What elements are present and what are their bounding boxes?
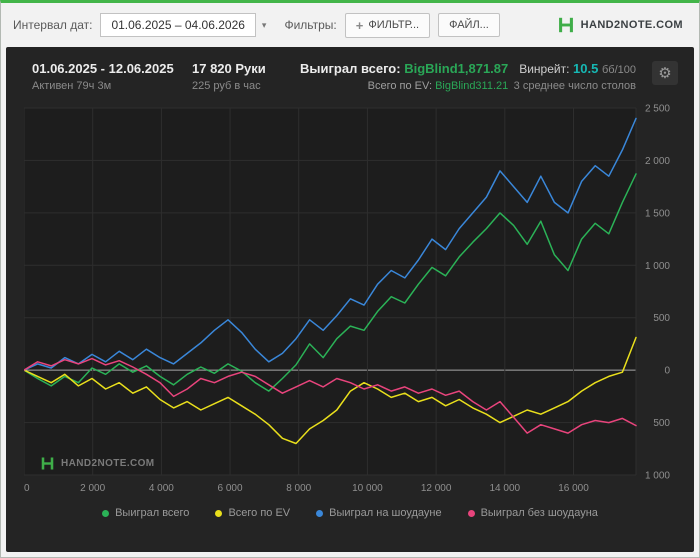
legend-item[interactable]: Выиграл без шоудауна: [467, 507, 598, 519]
hands-count: 17 820 Руки: [192, 61, 266, 76]
top-toolbar: Интервал дат: 01.06.2025 – 04.06.2026 ▾ …: [1, 3, 699, 47]
y-axis-tick-label: 1 000: [645, 471, 670, 482]
winrate-unit: бб/100: [601, 64, 636, 76]
won-total-value: BigBlind1,871.87: [404, 61, 509, 76]
plus-icon: +: [355, 17, 364, 33]
avg-tables: 3 среднее число столов: [513, 80, 636, 92]
legend-label: Всего по EV: [228, 507, 291, 519]
date-interval-label: Интервал дат:: [13, 18, 93, 32]
legend-label: Выиграл всего: [115, 507, 190, 519]
y-axis-tick-label: 2 000: [645, 156, 670, 167]
x-axis-tick-label: 4 000: [149, 483, 174, 494]
date-range-input[interactable]: 01.06.2025 – 04.06.2026: [100, 13, 256, 37]
period-value: 01.06.2025 - 12.06.2025: [32, 61, 174, 76]
y-axis-tick-label: 500: [653, 418, 670, 429]
chart-legend: Выиграл всего Всего по EV Выиграл на шоуда…: [6, 507, 694, 519]
legend-item[interactable]: Выиграл всего: [102, 507, 189, 519]
ev-total-value: BigBlind311.21: [435, 80, 509, 92]
hands-stat: 17 820 Руки 225 руб в час: [192, 61, 300, 92]
legend-item[interactable]: Всего по EV: [215, 507, 290, 519]
hand2note-logo-text: HAND2NOTE.COM: [580, 19, 683, 31]
legend-label: Выиграл без шоудауна: [480, 507, 598, 519]
winrate-value: 10.5: [573, 61, 599, 76]
winnings-graph[interactable]: 2 500 2 000 1 500 1 000 500 0 500 1 000 0 2 000 4 …: [24, 100, 684, 505]
legend-dot-icon: [316, 509, 324, 517]
winrate-label: Винрейт:: [519, 62, 570, 76]
file-button[interactable]: ФАЙЛ...: [438, 13, 500, 37]
winnings-stat: Выиграл всего: BigBlind1,871.87 Всего по…: [300, 61, 508, 92]
watermark-logo-icon: [41, 457, 54, 470]
winrate-stat: Винрейт: 10.5 бб/100 3 среднее число сто…: [514, 61, 636, 92]
report-panel: 01.06.2025 - 12.06.2025 Активен 79ч 3м 1…: [6, 47, 694, 552]
hourly-rate: 225 руб в час: [192, 80, 261, 92]
hand2note-logo-icon: [558, 17, 573, 33]
x-axis-tick-label: 10 000: [352, 483, 383, 494]
x-axis-tick-label: 16 000: [558, 483, 589, 494]
x-axis-tick-label: 6 000: [218, 483, 243, 494]
active-time: Активен 79ч 3м: [32, 80, 112, 92]
filters-label: Фильтры:: [284, 18, 337, 32]
y-axis-tick-label: 1 500: [645, 208, 670, 219]
chart-area[interactable]: 2 500 2 000 1 500 1 000 500 0 500 1 000 0 2 000 4 …: [24, 100, 694, 505]
add-filter-button[interactable]: + ФИЛЬТР...: [344, 12, 431, 38]
add-filter-label: ФИЛЬТР...: [368, 19, 420, 31]
x-axis-tick-label: 2 000: [80, 483, 105, 494]
ev-total-label: Всего по EV:: [367, 80, 433, 92]
series-line-1: [24, 336, 637, 445]
y-axis-tick-label: 0: [664, 366, 670, 377]
series-line-3: [24, 357, 637, 434]
watermark-text: HAND2NOTE.COM: [61, 458, 155, 469]
legend-dot-icon: [215, 509, 223, 517]
y-axis-tick-label: 1 000: [645, 261, 670, 272]
y-axis-tick-label: 2 500: [645, 104, 670, 115]
chart-watermark: HAND2NOTE.COM: [40, 456, 155, 471]
series-line-0: [24, 173, 637, 392]
stats-header: 01.06.2025 - 12.06.2025 Активен 79ч 3м 1…: [6, 47, 694, 96]
legend-label: Выиграл на шоудауне: [329, 507, 442, 519]
legend-item[interactable]: Выиграл на шоудауне: [316, 507, 442, 519]
x-axis-tick-label: 12 000: [421, 483, 452, 494]
date-range-value: 01.06.2025 – 04.06.2026: [111, 18, 245, 32]
x-axis-tick-label: 8 000: [286, 483, 311, 494]
settings-gear-icon[interactable]: ⚙: [652, 61, 678, 85]
x-axis-tick-label: 0: [24, 483, 30, 494]
period-stat: 01.06.2025 - 12.06.2025 Активен 79ч 3м: [32, 61, 192, 92]
file-button-label: ФАЙЛ...: [449, 19, 489, 31]
plot-background: [24, 108, 636, 475]
hand2note-logo: HAND2NOTE.COM: [557, 16, 687, 34]
legend-dot-icon: [102, 509, 110, 517]
series-line-2: [24, 117, 637, 371]
legend-dot-icon: [467, 509, 475, 517]
won-total-label: Выиграл всего:: [300, 61, 401, 76]
x-axis-tick-label: 14 000: [490, 483, 521, 494]
chevron-down-icon[interactable]: ▾: [261, 19, 267, 30]
y-axis-tick-label: 500: [653, 313, 670, 324]
